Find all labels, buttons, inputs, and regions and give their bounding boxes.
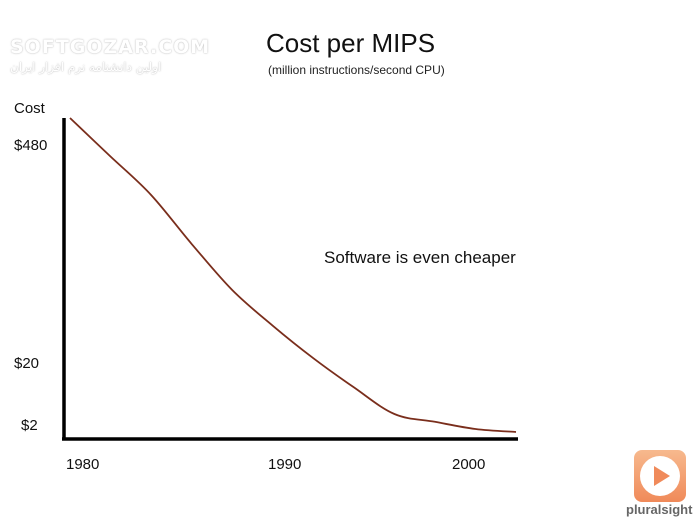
series-line <box>69 117 517 433</box>
play-icon <box>640 456 680 496</box>
y-axis-label: Cost <box>14 100 46 117</box>
chart-title: Cost per MIPS <box>266 28 436 58</box>
x-tick-label: 1990 <box>268 456 301 473</box>
y-tick-label: $2 <box>21 417 38 434</box>
watermark-latin: SOFTGOZAR.COM <box>10 36 211 58</box>
chart-subtitle: (million instructions/second CPU) <box>268 63 445 77</box>
y-tick-label: $480 <box>14 137 47 154</box>
logo-text: pluralsight <box>626 502 693 517</box>
y-tick-label: $20 <box>14 355 39 372</box>
x-tick-label: 2000 <box>452 456 485 473</box>
watermark-farsi: اولین دانشنامه نرم افزار ایران <box>10 60 162 74</box>
x-tick-label: 1980 <box>66 456 99 473</box>
chart-annotation: Software is even cheaper <box>324 248 516 267</box>
pluralsight-logo: pluralsight <box>626 446 693 517</box>
